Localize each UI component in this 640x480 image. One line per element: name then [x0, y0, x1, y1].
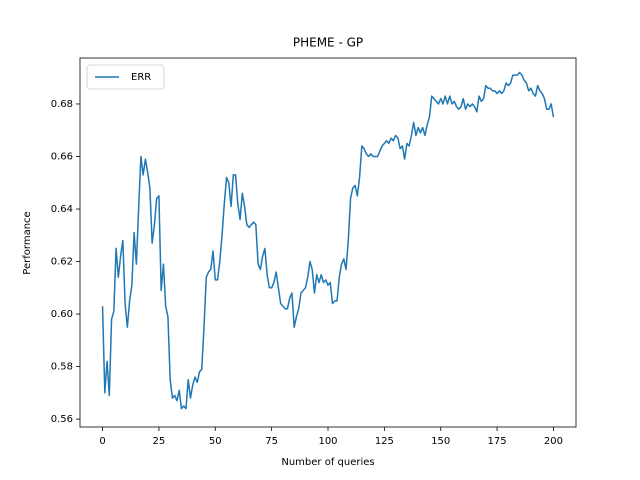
x-tick-label: 75: [265, 436, 278, 447]
y-tick-label: 0.68: [51, 99, 73, 110]
y-tick-label: 0.56: [51, 414, 73, 425]
legend-box: [86, 64, 165, 90]
data-line: [101, 71, 555, 410]
x-axis-label: Number of queries: [281, 457, 374, 468]
x-tick-label: 50: [209, 436, 222, 447]
legend-label: ERR: [131, 72, 151, 83]
y-tick-label: 0.58: [51, 362, 73, 373]
x-tick-label: 125: [375, 436, 394, 447]
x-tick-label: 100: [318, 436, 337, 447]
plot-frame: [79, 57, 577, 428]
x-tick-label: 0: [99, 436, 105, 447]
y-tick-label: 0.64: [51, 204, 73, 215]
chart-title: PHEME - GP: [293, 36, 363, 50]
y-tick-label: 0.60: [51, 309, 73, 320]
y-tick-label: 0.62: [51, 257, 73, 268]
x-tick-label: 200: [544, 436, 563, 447]
y-axis-label: Performance: [22, 211, 33, 274]
x-tick-label: 25: [153, 436, 166, 447]
y-tick-label: 0.66: [51, 151, 73, 162]
x-tick-label: 150: [431, 436, 450, 447]
x-tick-label: 175: [488, 436, 507, 447]
